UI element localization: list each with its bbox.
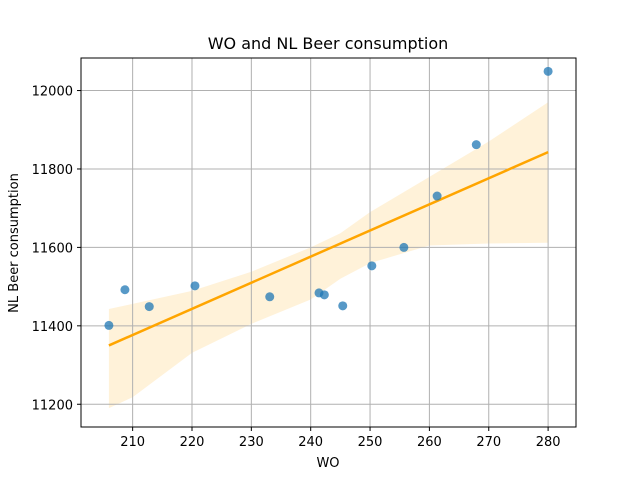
x-tick-label: 250 [358, 435, 383, 450]
x-tick-label: 270 [476, 435, 501, 450]
confidence-band-layer [108, 102, 549, 409]
scatter-point [120, 285, 130, 295]
scatter-point [432, 191, 442, 201]
confidence-band [108, 102, 549, 409]
scatter-points-layer [104, 66, 553, 330]
regression-line-layer [108, 150, 549, 347]
regression-line [108, 150, 549, 347]
ticks-layer: 210 220 230 240 250 260 270 280 11200 11400 11600 1… [32, 85, 561, 450]
x-tick-label: 260 [417, 435, 442, 450]
plot-frame [80, 57, 577, 428]
scatter-point [399, 242, 409, 252]
y-tick-label: 11200 [32, 398, 73, 413]
y-tick-label: 12000 [32, 85, 73, 100]
x-tick-label: 220 [180, 435, 205, 450]
scatter-point [319, 290, 329, 300]
chart-title: WO and NL Beer consumption [208, 34, 449, 53]
grid-layer [81, 58, 576, 427]
x-tick-label: 240 [298, 435, 323, 450]
scatter-point [338, 301, 348, 311]
x-tick-label: 230 [239, 435, 264, 450]
y-tick-label: 11800 [32, 163, 73, 178]
y-axis-label: NL Beer consumption [7, 173, 22, 313]
y-tick-label: 11600 [32, 241, 73, 256]
scatter-point [367, 261, 377, 271]
scatter-point [543, 66, 553, 76]
x-tick-label: 210 [120, 435, 145, 450]
x-tick-label: 280 [536, 435, 561, 450]
x-axis-label: WO [316, 456, 339, 471]
scatter-point [471, 140, 481, 150]
scatter-point [144, 302, 154, 312]
y-tick-label: 11400 [32, 320, 73, 335]
scatter-point [104, 320, 114, 330]
scatter-point [265, 292, 275, 302]
scatter-point [190, 281, 200, 291]
